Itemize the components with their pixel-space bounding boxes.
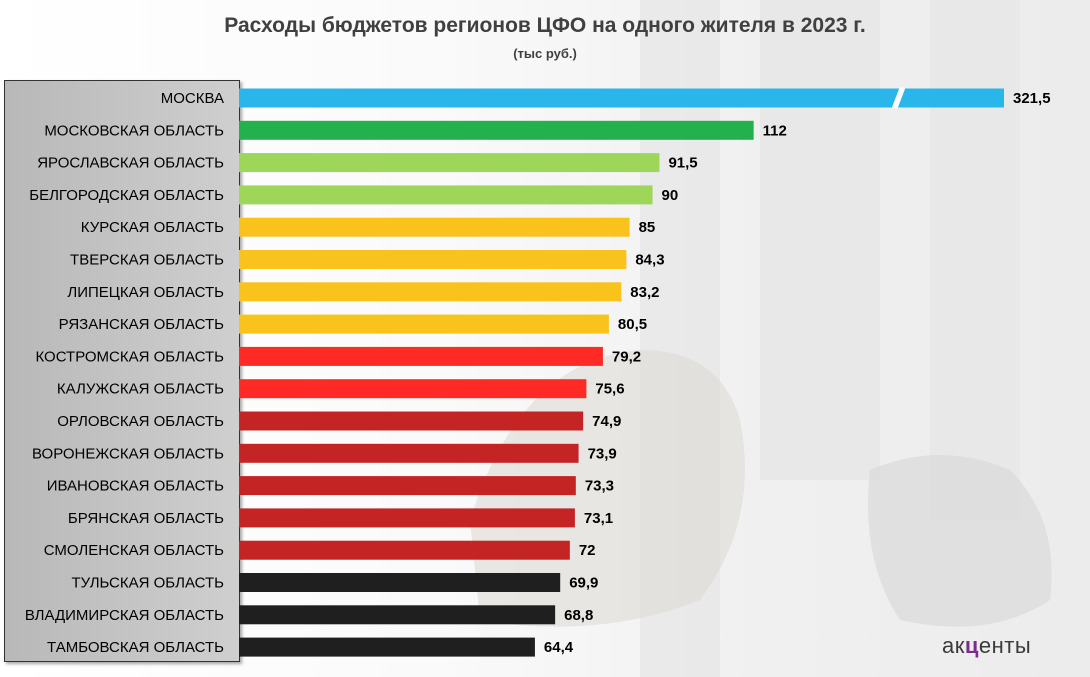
bar-17 (239, 605, 556, 625)
category-label-12: ВОРОНЕЖСКАЯ ОБЛАСТЬ (32, 445, 224, 462)
category-label-13: ИВАНОВСКАЯ ОБЛАСТЬ (47, 478, 224, 495)
bar-11 (239, 411, 584, 431)
logo-mark: ц (964, 633, 979, 658)
bar-3 (239, 153, 660, 173)
category-label-9: КОСТРОМСКАЯ ОБЛАСТЬ (35, 348, 224, 365)
category-label-18: ТАМБОВСКАЯ ОБЛАСТЬ (47, 639, 224, 656)
chart-title: Расходы бюджетов регионов ЦФО на одного … (224, 14, 866, 37)
category-label-16: ТУЛЬСКАЯ ОБЛАСТЬ (72, 575, 225, 592)
category-label-14: БРЯНСКАЯ ОБЛАСТЬ (68, 510, 224, 527)
value-label-13: 73,3 (585, 478, 614, 495)
bar-2 (239, 120, 754, 140)
logo-text-start: ак (942, 633, 965, 658)
logo-text-end: енты (978, 633, 1032, 658)
value-label-2: 112 (763, 122, 787, 139)
value-label-17: 68,8 (564, 607, 593, 624)
bar-8 (239, 314, 609, 334)
bar-9 (239, 346, 603, 366)
brand-logo: акценты (942, 633, 1031, 659)
category-label-2: МОСКОВСКАЯ ОБЛАСТЬ (44, 122, 224, 139)
bar-14 (239, 508, 575, 528)
category-label-5: КУРСКАЯ ОБЛАСТЬ (81, 219, 224, 236)
category-label-11: ОРЛОВСКАЯ ОБЛАСТЬ (57, 413, 224, 430)
category-label-7: ЛИПЕЦКАЯ ОБЛАСТЬ (67, 284, 224, 301)
chart-subtitle: (тыс руб.) (513, 46, 577, 61)
value-label-3: 91,5 (668, 155, 697, 172)
bar-6 (239, 250, 627, 269)
bar-7 (239, 282, 622, 302)
value-label-4: 90 (662, 187, 679, 204)
value-label-5: 85 (639, 219, 656, 236)
value-label-12: 73,9 (588, 445, 617, 462)
category-label-6: ТВЕРСКАЯ ОБЛАСТЬ (70, 252, 224, 269)
value-label-14: 73,1 (584, 510, 613, 527)
value-label-16: 69,9 (569, 575, 598, 592)
value-label-10: 75,6 (595, 381, 624, 398)
category-label-8: РЯЗАНСКАЯ ОБЛАСТЬ (59, 316, 225, 333)
category-label-panel (4, 80, 240, 662)
bar-10 (239, 379, 587, 399)
bar-12 (239, 443, 579, 463)
value-label-9: 79,2 (612, 348, 641, 365)
category-label-15: СМОЛЕНСКАЯ ОБЛАСТЬ (44, 542, 224, 559)
value-label-11: 74,9 (592, 413, 621, 430)
category-label-4: БЕЛГОРОДСКАЯ ОБЛАСТЬ (29, 187, 224, 204)
bar-5 (239, 217, 630, 237)
category-label-3: ЯРОСЛАВСКАЯ ОБЛАСТЬ (37, 155, 224, 172)
value-label-15: 72 (579, 542, 596, 559)
category-label-17: ВЛАДИМИРСКАЯ ОБЛАСТЬ (25, 607, 224, 624)
bar-1 (239, 88, 1004, 108)
value-label-18: 64,4 (544, 639, 574, 656)
bar-16 (239, 573, 561, 592)
value-label-7: 83,2 (630, 284, 659, 301)
bar-15 (239, 540, 570, 560)
value-label-1: 321,5 (1013, 90, 1051, 107)
category-label-10: КАЛУЖСКАЯ ОБЛАСТЬ (57, 381, 224, 398)
value-label-6: 84,3 (635, 252, 664, 269)
bar-13 (239, 476, 576, 496)
category-label-1: МОСКВА (161, 90, 224, 107)
bar-4 (239, 185, 653, 205)
value-label-8: 80,5 (618, 316, 647, 333)
bar-18 (239, 637, 535, 657)
axis-break-mark (891, 87, 906, 109)
